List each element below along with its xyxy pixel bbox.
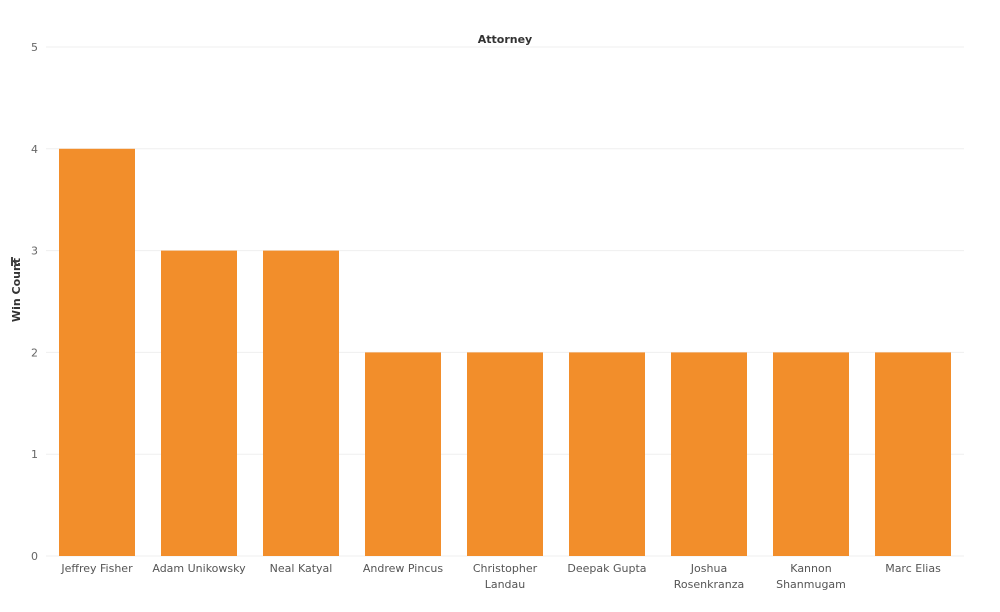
x-tick-label: Jeffrey Fisher (60, 562, 133, 575)
chart-title: Attorney (478, 33, 532, 46)
bars (59, 148, 951, 557)
axis-sort-icon[interactable] (11, 257, 20, 266)
y-tick-label: 5 (31, 41, 38, 54)
bar[interactable] (365, 352, 441, 556)
x-tick-label: Adam Unikowsky (152, 562, 246, 575)
y-tick-label: 4 (31, 143, 38, 156)
bar[interactable] (263, 250, 339, 556)
y-tick-label: 2 (31, 346, 38, 359)
x-tick-label: Rosenkranza (674, 578, 744, 591)
bar[interactable] (875, 352, 951, 556)
bar[interactable] (467, 352, 543, 556)
x-tick-label: Landau (485, 578, 526, 591)
bar[interactable] (671, 352, 747, 556)
x-tick-label: Marc Elias (885, 562, 941, 575)
y-axis-ticks: 0 1 2 3 4 5 (31, 41, 38, 563)
bar[interactable] (569, 352, 645, 556)
y-tick-label: 1 (31, 448, 38, 461)
x-axis-labels: Jeffrey Fisher Adam Unikowsky Neal Katyal A… (60, 562, 941, 591)
bar[interactable] (161, 250, 237, 556)
y-tick-label: 0 (31, 550, 38, 563)
y-tick-label: 3 (31, 245, 38, 258)
x-tick-label: Kannon (790, 562, 831, 575)
x-tick-label: Neal Katyal (270, 562, 333, 575)
x-tick-label: Christopher (473, 562, 538, 575)
x-tick-label: Deepak Gupta (567, 562, 646, 575)
x-tick-label: Joshua (690, 562, 727, 575)
x-tick-label: Andrew Pincus (363, 562, 443, 575)
y-axis-label: Win Count (10, 258, 23, 322)
x-tick-label: Shanmugam (776, 578, 846, 591)
bar[interactable] (59, 148, 135, 557)
bar[interactable] (773, 352, 849, 556)
